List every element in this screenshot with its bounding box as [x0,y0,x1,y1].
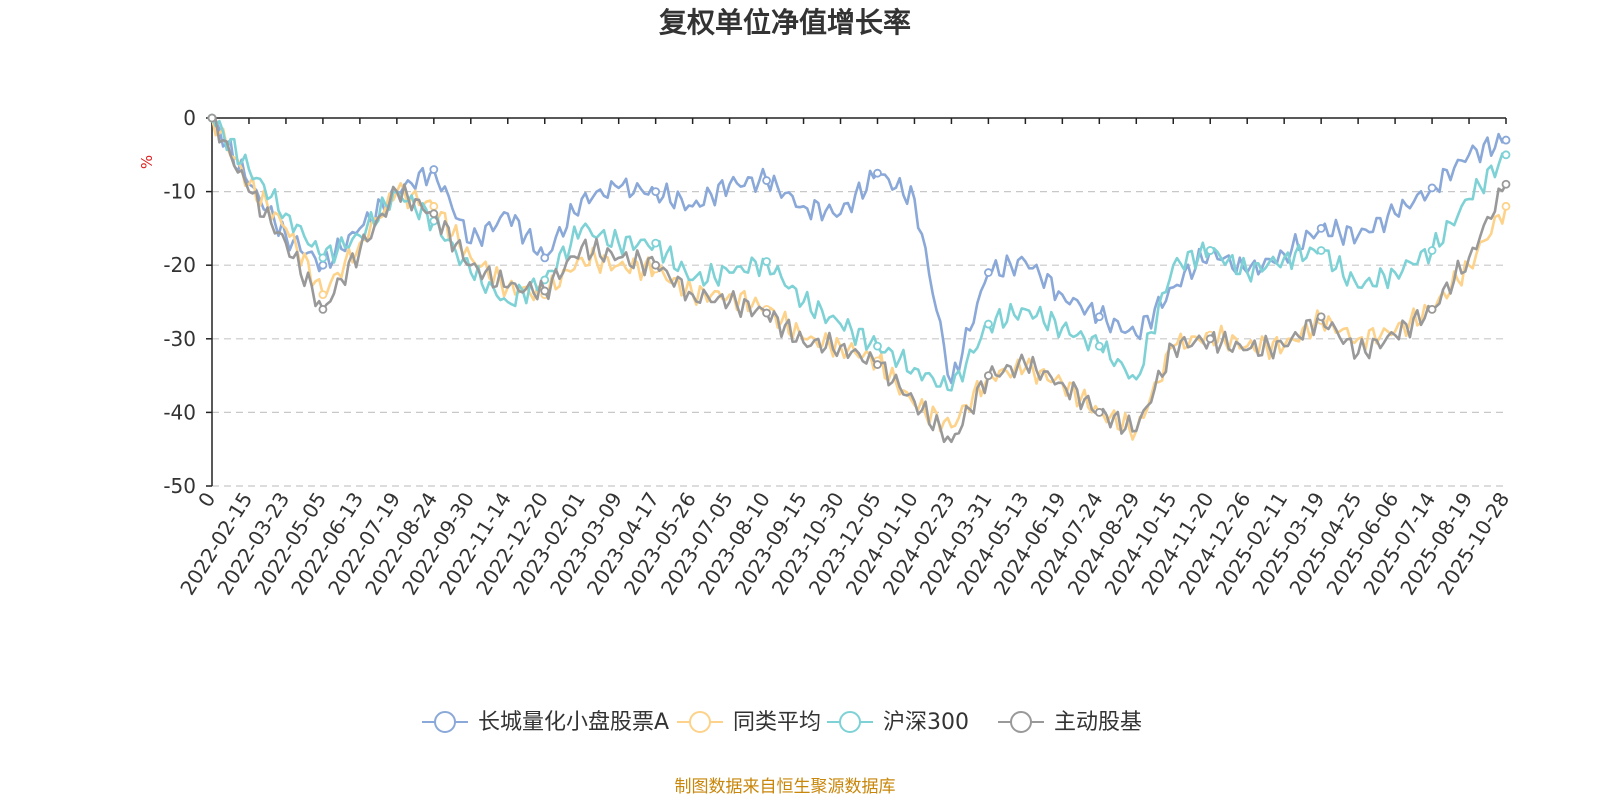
legend-item[interactable]: 长城量化小盘股票A [422,710,669,735]
legend-marker-icon [689,711,711,733]
series-point [762,257,771,266]
legend-label: 沪深300 [883,710,969,735]
series-point [1316,223,1326,233]
series-point [1094,341,1104,351]
y-axis: 0 -10 -20 -30 -40 -50 [163,106,1506,498]
series-point [207,113,217,123]
y-tick-label: -30 [163,327,196,351]
series-point [1427,246,1437,255]
series-point [984,371,993,381]
y-tick-label: 0 [183,106,196,130]
series-point [873,341,882,351]
series-point [1316,246,1326,255]
series-point [873,168,882,178]
series-point [429,209,439,219]
legend-item[interactable]: 主动股基 [998,710,1142,735]
series-point [1501,201,1511,211]
y-axis-unit-label: % [138,155,156,169]
legend-item[interactable]: 沪深300 [827,710,969,735]
legend-label: 长城量化小盘股票A [478,710,669,735]
series-point [984,268,993,277]
series-point [429,165,439,174]
series-point [540,253,550,263]
series-point [1501,150,1511,160]
y-tick-label: -40 [163,400,196,424]
legend: 长城量化小盘股票A 同类平均 沪深300 主动股基 [422,710,1142,735]
series-point [1205,334,1215,344]
series-line [210,116,1508,392]
y-tick-label: -50 [163,474,196,498]
series-point [762,176,771,185]
series-point [318,304,328,314]
chart-title: 复权单位净值增长率 [659,6,911,39]
legend-item[interactable]: 同类平均 [677,710,821,735]
data-source-note: 制图数据来自恒生聚源数据库 [675,777,896,797]
series-point [762,308,771,318]
series-point [1427,304,1437,314]
legend-marker-icon [1010,711,1032,733]
series-point [1205,246,1215,255]
y-tick-label: -20 [163,253,196,277]
series-point [1501,179,1511,189]
legend-marker-icon [434,711,456,733]
series-point [540,286,550,296]
series-point [651,187,661,197]
series-line [210,116,1508,444]
y-tick-label: -10 [163,180,196,204]
series-point [318,290,328,300]
series-point [318,260,328,270]
series-point [1501,135,1511,145]
series-point [1094,312,1104,322]
series-point [1427,183,1437,193]
series-point [1094,407,1104,417]
series-point [1316,312,1326,322]
series-layer [207,113,1511,444]
series-point [429,201,439,211]
series-line [210,116,1508,385]
series-point [651,260,661,270]
legend-label: 同类平均 [733,710,821,735]
series-point [984,319,993,329]
series-point [873,360,882,369]
series-point [651,238,661,248]
series-line [210,116,1508,441]
x-tick-label: 0 [193,488,220,512]
legend-marker-icon [839,711,861,733]
legend-label: 主动股基 [1054,710,1142,735]
x-axis: 02022-02-152022-03-232022-05-052022-06-1… [175,118,1514,599]
series-point [318,253,328,263]
